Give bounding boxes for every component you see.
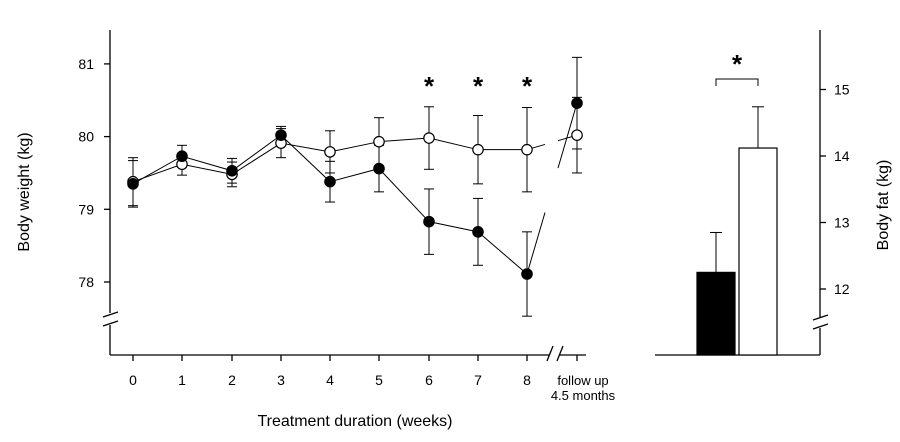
- weight-x-tick-label: 2: [228, 372, 236, 388]
- fat-y-tick-label: 14: [834, 148, 850, 164]
- weight-x-tick-label: 7: [474, 372, 482, 388]
- data-point-filled: [472, 226, 484, 238]
- data-point-open: [571, 129, 583, 141]
- weight-y-tick-label: 81: [78, 56, 94, 72]
- weight-x-tick-label: 4.5 months: [551, 388, 616, 403]
- weight-x-tick-label: 5: [375, 372, 383, 388]
- data-point-open: [472, 143, 484, 156]
- weight-y-break-mark: [102, 311, 119, 318]
- fat-bar-open: [738, 147, 778, 356]
- weight-y-break-mark: [102, 320, 119, 327]
- weight-x-tick-label: follow up: [557, 373, 608, 388]
- fat-y-tick-label: 15: [834, 82, 850, 98]
- weight-x-ticks: 0 1 2 3 4 5 6 7 8 follow up4.5 months: [129, 355, 616, 403]
- series-line-segment: [557, 103, 578, 169]
- data-point-filled: [571, 97, 583, 109]
- weight-x-tick-label: 3: [277, 372, 285, 388]
- data-point-filled: [127, 178, 139, 190]
- weight-series: [127, 56, 583, 317]
- data-point-filled: [275, 129, 287, 141]
- significance-star: *: [522, 71, 533, 101]
- weight-y-ticks: 78 79 80 81: [78, 56, 110, 290]
- weight-y-tick-label: 79: [78, 201, 94, 217]
- fat-bars: [696, 106, 778, 356]
- weight-x-break-mark: [556, 345, 564, 362]
- fat-y-ticks: 12 13 14 15: [820, 82, 850, 297]
- weight-y-tick-label: 80: [78, 129, 94, 145]
- fat-y-break-mark: [812, 323, 829, 330]
- data-point-open: [324, 146, 336, 158]
- data-point-filled: [373, 162, 385, 175]
- data-point-open: [373, 135, 385, 148]
- weight-significance: * * *: [424, 71, 533, 101]
- data-point-filled: [423, 215, 435, 228]
- significance-bracket: [715, 78, 759, 86]
- weight-x-tick-label: 4: [326, 372, 334, 388]
- fat-y-tick-label: 12: [834, 281, 850, 297]
- data-point-filled: [521, 268, 533, 280]
- significance-star: *: [732, 49, 743, 79]
- weight-y-axis-title: Body weight (kg): [16, 132, 33, 251]
- significance-star: *: [473, 71, 484, 101]
- weight-x-tick-label: 8: [523, 372, 531, 388]
- weight-x-axis-title: Treatment duration (weeks): [257, 413, 452, 430]
- fat-y-axis-title: Body fat (kg): [875, 160, 892, 251]
- fat-y-tick-label: 13: [834, 215, 850, 231]
- weight-x-break-mark: [546, 345, 554, 362]
- significance-star: *: [424, 71, 435, 101]
- series-line-segment: [526, 212, 546, 275]
- weight-x-tick-label: 1: [178, 372, 186, 388]
- fat-panel: 12 13 14 15 * Body fat (kg): [655, 30, 892, 356]
- weight-x-tick-label: 6: [425, 372, 433, 388]
- fat-bar-filled: [696, 271, 736, 356]
- weight-x-tick-label: 0: [129, 372, 137, 388]
- data-point-filled: [226, 164, 238, 177]
- data-point-open: [521, 143, 533, 156]
- fat-y-break-mark: [812, 314, 829, 321]
- data-point-filled: [324, 175, 336, 188]
- fat-significance: *: [715, 49, 759, 86]
- data-point-filled: [176, 150, 188, 163]
- weight-y-tick-label: 78: [78, 274, 94, 290]
- data-point-open: [423, 132, 435, 144]
